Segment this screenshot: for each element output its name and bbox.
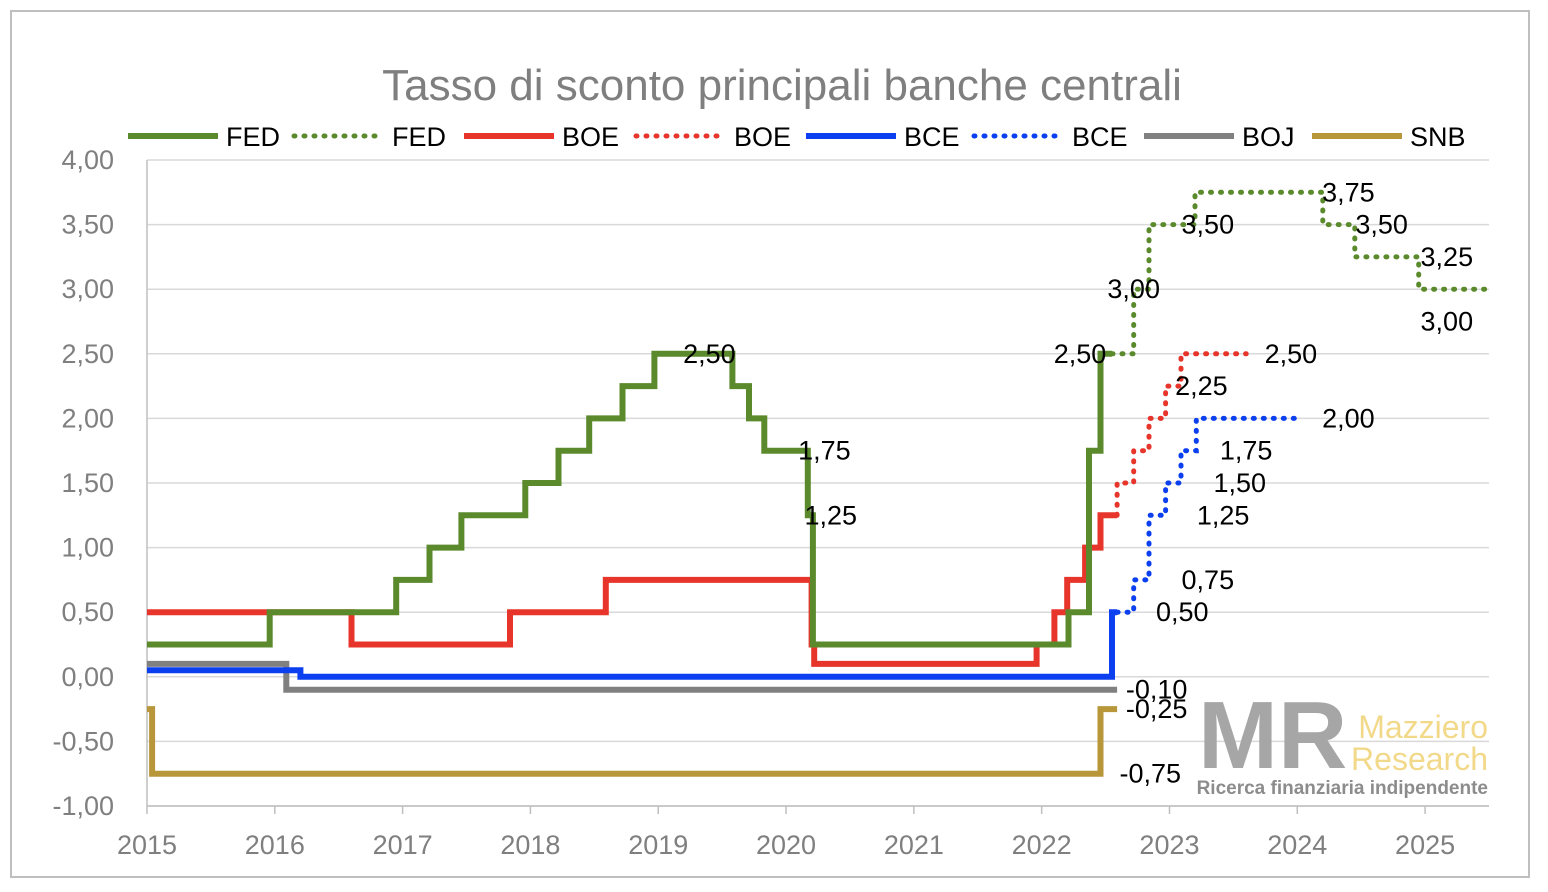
x-tick-label: 2025 [1395, 830, 1455, 860]
data-label: 1,50 [1213, 468, 1266, 498]
legend-label-snb: SNB [1410, 122, 1466, 152]
data-label: 3,75 [1322, 177, 1375, 207]
watermark-mr-mark: MR [1198, 682, 1347, 789]
x-tick-label: 2018 [500, 830, 560, 860]
series-line-boe-dotted [1114, 351, 1249, 518]
data-label: 2,50 [683, 339, 736, 369]
series-lines [147, 189, 1492, 777]
legend-label-boj: BOJ [1242, 122, 1295, 152]
data-label: 2,00 [1322, 403, 1375, 433]
data-labels: 2,501,751,252,503,003,503,753,503,253,00… [683, 177, 1473, 788]
data-label: -0,25 [1126, 694, 1188, 724]
data-label: 0,50 [1156, 597, 1209, 627]
data-label: 3,00 [1421, 307, 1474, 337]
y-tick-label: 0,00 [61, 662, 114, 692]
x-tick-label: 2017 [373, 830, 433, 860]
legend-label-boe: BOE [734, 122, 791, 152]
y-tick-label: 2,50 [61, 339, 114, 369]
watermark-tagline: Ricerca finanziaria indipendente [1197, 778, 1488, 799]
data-label: 0,75 [1182, 565, 1235, 595]
data-label: 3,50 [1355, 210, 1408, 240]
legend-label-fed: FED [392, 122, 446, 152]
series-line-fed-dotted [1109, 189, 1492, 357]
data-label: 2,50 [1265, 339, 1318, 369]
legend-label-boe: BOE [562, 122, 619, 152]
watermark-name-line2: Research [1351, 741, 1488, 777]
y-tick-label: 2,00 [61, 403, 114, 433]
watermark-name-line1: Mazziero [1358, 709, 1488, 745]
x-tick-label: 2024 [1267, 830, 1327, 860]
data-label: 1,25 [1197, 500, 1250, 530]
y-tick-label: -1,00 [52, 791, 114, 821]
data-label: 1,25 [804, 500, 857, 530]
y-tick-label: 1,50 [61, 468, 114, 498]
y-tick-label: 1,00 [61, 533, 114, 563]
data-label: 3,50 [1182, 210, 1235, 240]
data-label: 2,25 [1175, 371, 1228, 401]
x-tick-label: 2022 [1012, 830, 1072, 860]
legend-label-bce: BCE [904, 122, 960, 152]
y-tick-label: -0,50 [52, 726, 114, 756]
data-label: -0,10 [1126, 675, 1188, 705]
series-line-bce-solid [147, 609, 1118, 680]
y-tick-label: 3,00 [61, 274, 114, 304]
data-label: 1,75 [798, 436, 851, 466]
legend-label-fed: FED [226, 122, 280, 152]
y-tick-label: 4,00 [61, 145, 114, 175]
data-label: 2,50 [1054, 339, 1107, 369]
chart-frame: Tasso di sconto principali banche centra… [10, 10, 1530, 878]
series-line-fed-solid [147, 350, 1112, 648]
x-tick-label: 2019 [628, 830, 688, 860]
data-label: 1,75 [1220, 436, 1273, 466]
series-line-snb-solid [147, 706, 1118, 777]
chart-title: Tasso di sconto principali banche centra… [382, 61, 1182, 110]
legend-label-bce: BCE [1072, 122, 1128, 152]
x-tick-label: 2020 [756, 830, 816, 860]
series-line-boe-solid [147, 512, 1118, 667]
legend: FED FED BOE BOE BCE BCE BOJ SNB [128, 122, 1466, 152]
watermark-logo: MR Mazziero Research Ricerca finanziaria… [1197, 682, 1488, 799]
series-line-boj-solid [147, 660, 1118, 693]
rates-line-chart: Tasso di sconto principali banche centra… [52, 61, 1492, 860]
series-line-bce-dotted [1114, 415, 1300, 615]
data-label: -0,75 [1120, 759, 1182, 789]
y-tick-label: 0,50 [61, 597, 114, 627]
data-label: 3,00 [1107, 274, 1160, 304]
x-tick-label: 2015 [117, 830, 177, 860]
x-tick-label: 2016 [245, 830, 305, 860]
axes: 4,00 3,50 3,00 2,50 2,00 1,50 1,00 0,50 0,00 -0,5… [52, 145, 1489, 860]
y-tick-label: 3,50 [61, 210, 114, 240]
x-tick-label: 2023 [1139, 830, 1199, 860]
x-tick-label: 2021 [884, 830, 944, 860]
data-label: 3,25 [1421, 242, 1474, 272]
